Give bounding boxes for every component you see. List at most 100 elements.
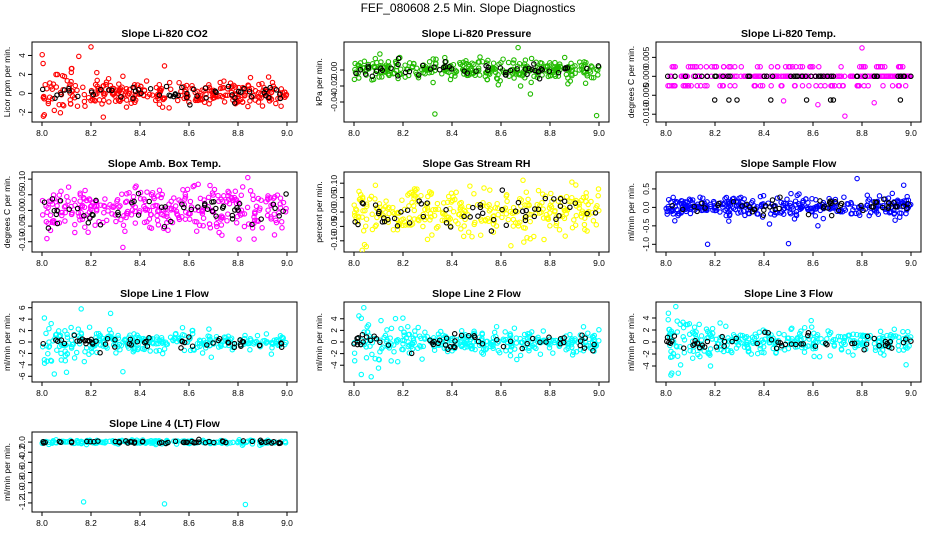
data-point [40,340,46,347]
y-tick-label: -0.6 [17,465,27,480]
data-point [88,206,94,213]
data-point [168,218,174,225]
data-point [64,350,70,357]
data-point [785,204,791,211]
data-point [494,336,500,343]
data-point [432,111,438,117]
data-point [129,207,136,213]
data-point [788,326,794,333]
data-point [465,229,472,235]
data-point [744,339,750,346]
data-point [467,183,473,189]
panel-7: Slope Line 1 Flow ml/min per min. -6 -4 -2 0 2… [2,288,298,398]
data-point [176,79,182,86]
data-point [357,67,364,73]
data-point [173,441,180,447]
data-point [360,208,366,214]
data-point [704,73,711,80]
data-point [204,342,210,348]
y-axis-label: ml/min per min. [314,313,324,371]
data-point [273,340,279,346]
data-point [214,223,220,230]
data-point [539,60,545,67]
data-point [259,103,266,109]
data-point [578,197,584,204]
data-point [762,329,768,336]
data-point [832,199,839,205]
data-point [246,88,253,95]
data-point [390,342,397,348]
data-point [772,206,779,213]
data-point [813,83,819,89]
data-point [854,331,860,338]
data-point [48,358,55,364]
data-point [704,338,711,345]
data-point [230,439,236,446]
data-point [761,73,767,80]
data-point [168,207,174,213]
data-point [181,332,188,339]
data-point [673,343,680,349]
data-point [508,243,514,249]
data-point [268,216,274,222]
data-point [829,83,835,89]
data-point [255,195,262,202]
data-point [695,351,701,358]
data-point [860,64,867,70]
data-point [668,73,675,80]
data-point [816,64,822,70]
data-point [401,332,407,338]
data-point [172,203,179,209]
data-point [905,197,912,204]
data-point [276,213,282,219]
data-point [484,215,491,222]
data-point [799,83,806,89]
data-point [749,334,756,341]
data-point [528,79,534,86]
data-point [519,345,525,352]
data-point [117,203,123,209]
data-point [726,97,732,103]
data-point [368,374,374,380]
data-point [176,197,182,203]
x-tick-label: 8.6 [183,128,195,138]
data-point [877,350,884,356]
panel-4: Slope Amb. Box Temp. degrees C per min. -0… [2,158,298,268]
panel-title: Slope Line 4 (LT) Flow [109,418,220,430]
data-point [569,352,576,358]
data-point [678,197,685,204]
data-point [691,341,698,347]
data-point [561,335,567,341]
data-point [835,333,842,340]
data-point [105,208,111,214]
data-point [900,182,907,188]
data-point [41,199,48,205]
data-point [573,203,580,209]
panel-title: Slope Line 3 Flow [744,288,834,300]
data-point [163,83,170,90]
data-point [768,211,774,217]
x-tick-label: 8.4 [758,128,770,138]
data-point [864,333,871,340]
data-point [585,201,591,208]
data-point [241,223,248,230]
data-point [156,187,163,194]
y-tick-label: -6 [17,372,27,380]
data-point [84,437,91,444]
data-point [487,343,494,350]
data-point [238,192,245,199]
data-point [97,332,103,339]
data-point [81,204,88,211]
data-point [471,191,477,197]
data-point [871,100,877,106]
data-point [477,202,484,208]
data-point [842,335,848,341]
data-point [777,194,783,200]
y-tick-label: -4 [641,362,651,370]
y-axis-label: Licor ppm per min. [2,47,12,117]
data-point [734,97,740,103]
data-point [477,204,484,211]
data-point [434,200,441,207]
data-point [117,346,123,353]
data-point [556,61,563,67]
